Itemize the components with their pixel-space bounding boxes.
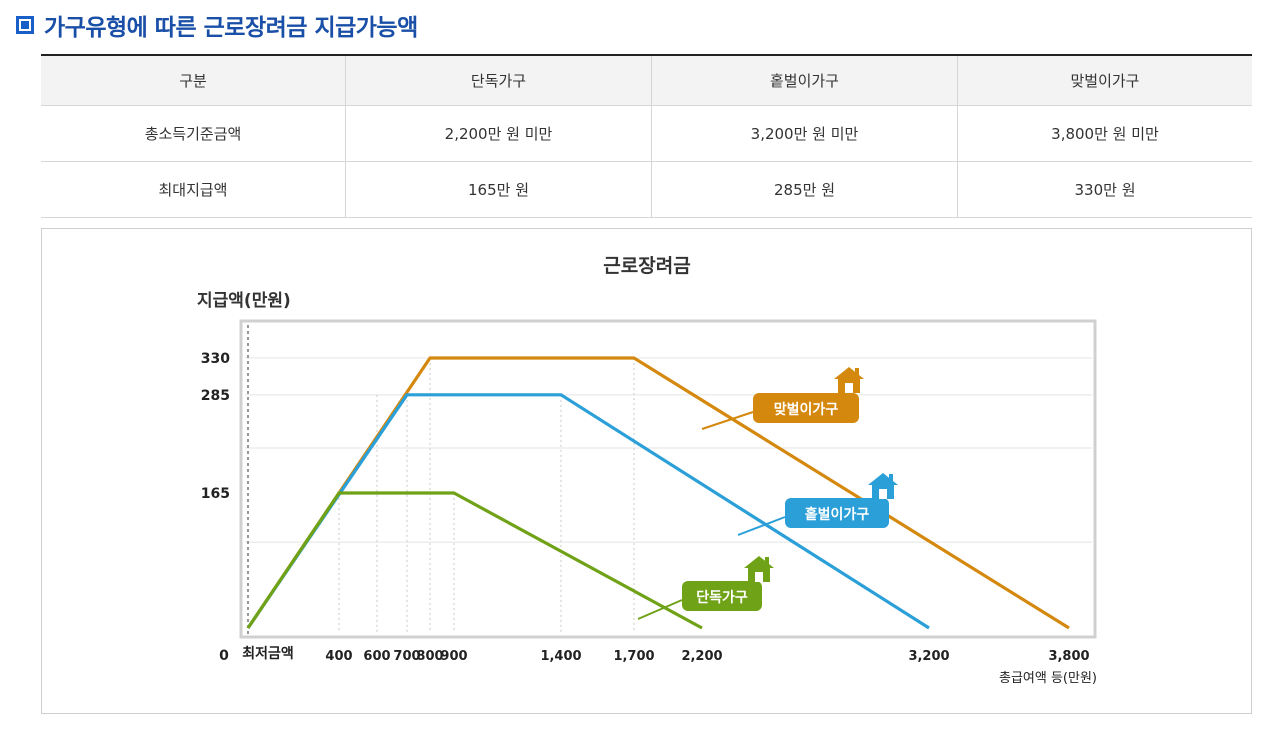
table-row: 총소득기준금액 2,200만 원 미만 3,200만 원 미만 3,800만 원… <box>41 105 1252 162</box>
legend-callout: 단독가구 <box>637 556 774 620</box>
table-row: 최대지급액 165만 원 285만 원 330만 원 <box>41 161 1252 218</box>
section-heading: 가구유형에 따른 근로장려금 지급가능액 <box>16 8 418 42</box>
x-tick-label: 3,200 <box>908 649 949 664</box>
column-header: 홑벌이가구 <box>651 54 958 106</box>
eligibility-table: 구분 단독가구 홑벌이가구 맞벌이가구 총소득기준금액 2,200만 원 미만 … <box>41 54 1252 218</box>
house-icon <box>868 473 898 499</box>
x-tick-label: 400 <box>325 649 352 664</box>
x-tick-label: 3,800 <box>1048 649 1089 664</box>
legend-label: 홑벌이가구 <box>805 506 870 523</box>
x-tick-label: 600 <box>363 649 390 664</box>
series-line <box>246 491 703 630</box>
x-axis-label: 총급여액 등(만원) <box>999 671 1097 686</box>
column-header: 맞벌이가구 <box>957 54 1252 106</box>
y-tick-label: 165 <box>201 486 230 502</box>
house-icon <box>834 367 864 393</box>
table-cell: 3,800만 원 미만 <box>957 105 1252 162</box>
y-tick-label: 330 <box>201 351 230 367</box>
plot-frame <box>239 319 1097 639</box>
x-tick-label: 2,200 <box>681 649 722 664</box>
chart-title: 근로장려금 <box>603 255 690 277</box>
row-label: 최대지급액 <box>41 161 346 218</box>
legend-label: 단독가구 <box>696 589 748 606</box>
x-tick-label: 900 <box>440 649 467 664</box>
y-tick-labels: 165 285 330 <box>201 351 230 502</box>
table-cell: 165만 원 <box>345 161 652 218</box>
table-header-row: 구분 단독가구 홑벌이가구 맞벌이가구 <box>41 54 1252 106</box>
square-bullet-icon <box>16 16 34 34</box>
legend-label: 맞벌이가구 <box>774 401 839 418</box>
table-cell: 285만 원 <box>651 161 958 218</box>
x-tick-label: 1,700 <box>613 649 654 664</box>
series-layer <box>246 356 1070 630</box>
chart-container: 근로장려금 지급액(만원) 165 285 330 400 600 700 800 900 1… <box>41 228 1252 714</box>
legend-callout: 홑벌이가구 <box>737 473 898 536</box>
column-header: 단독가구 <box>345 54 652 106</box>
row-label: 총소득기준금액 <box>41 105 346 162</box>
gridlines <box>245 357 1092 632</box>
legend-callout: 맞벌이가구 <box>701 367 864 430</box>
column-header: 구분 <box>41 54 346 106</box>
x-tick-label: 1,400 <box>540 649 581 664</box>
x-min-label: 최저금액 <box>242 645 294 662</box>
section-title: 가구유형에 따른 근로장려금 지급가능액 <box>44 15 418 41</box>
y-tick-label: 285 <box>201 388 230 404</box>
table-cell: 2,200만 원 미만 <box>345 105 652 162</box>
table-cell: 3,200만 원 미만 <box>651 105 958 162</box>
table-cell: 330만 원 <box>957 161 1252 218</box>
y-axis-label: 지급액(만원) <box>197 291 291 311</box>
house-icon <box>744 556 774 582</box>
x-tick-label: 800 <box>416 649 443 664</box>
x-tick-label: 700 <box>393 649 420 664</box>
x-origin-label: 0 <box>219 648 229 664</box>
